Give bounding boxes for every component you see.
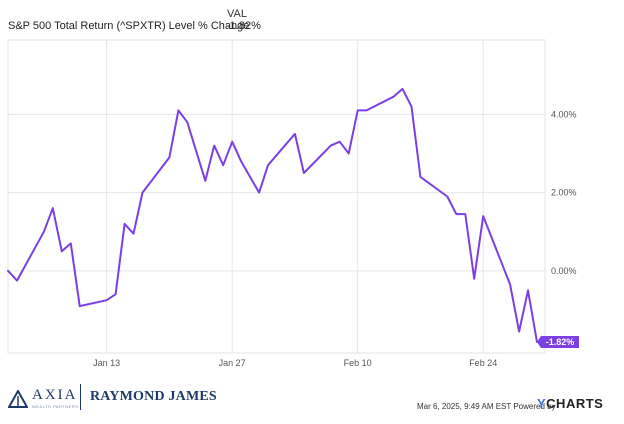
series-layer [7,87,538,343]
tick-labels: 4.00% 2.00% 0.00% Jan 13 Jan 27 Feb 10 Feb 24 [93,109,576,368]
raymond-james-logo: RAYMOND JAMES [90,389,217,404]
end-label-layer: -1.82% [537,336,579,349]
footer: AXIA WEALTH PARTNERS RAYMOND JAMES Mar 6… [0,380,624,424]
y-tick-label-1: 2.00% [551,188,577,198]
line-chart: 4.00%2.00%0.00%Jan 13 Jan 27 Feb 10 Feb 24 … [7,39,579,368]
legend-series-label: S&P 500 Total Return (^SPXTR) Level % Ch… [8,20,250,32]
x-tick-label-0: Jan 13 [93,358,120,368]
ycharts-rest: CHARTS [546,396,604,411]
axia-name: AXIA [32,387,78,403]
grid-lines [8,40,545,353]
end-label-text: -1.82% [546,337,575,347]
y-tick-label-2: 0.00% [551,266,577,276]
axia-logo: AXIA WEALTH PARTNERS [8,388,78,409]
plot-frame [7,39,546,354]
end-label-badge [537,336,579,349]
axia-triangle-icon [8,389,28,408]
ycharts-y: Y [537,396,547,411]
legend-series-value: -1.82% [226,20,261,32]
legend-column-header: VAL [227,8,247,20]
x-tick-label-2: Feb 10 [344,358,372,368]
timestamp: Mar 6, 2025, 9:49 AM EST Powered by [417,402,556,411]
y-tick-label-0: 4.00% [551,109,577,119]
ycharts-logo: YCHARTS [537,396,603,411]
series-line-0 [7,87,538,343]
axia-subtitle: WEALTH PARTNERS [32,404,79,409]
x-tick-label-3: Feb 24 [469,358,497,368]
x-tick-label-1: Jan 27 [219,358,246,368]
logo-divider [80,384,81,410]
